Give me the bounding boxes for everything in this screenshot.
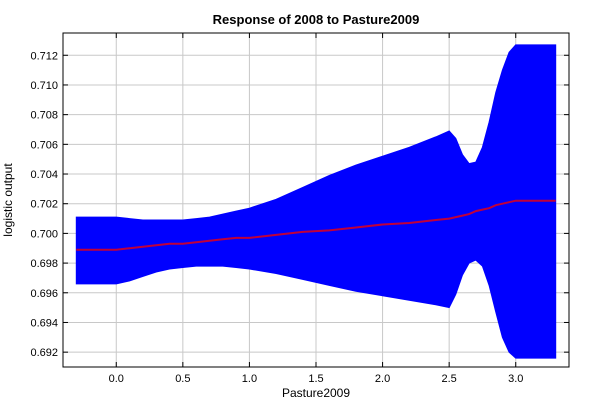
x-tick-label: 2.0 bbox=[375, 373, 390, 385]
ticks: 0.0 0.5 1.0 1.5 2.0 2.5 3.0 0.692 0.694 0.696 0.69… bbox=[30, 33, 569, 385]
y-tick-label: 0.712 bbox=[30, 50, 58, 62]
x-axis-label: Pasture2009 bbox=[282, 386, 350, 400]
y-tick-label: 0.694 bbox=[30, 317, 58, 329]
x-tick-label: 1.5 bbox=[308, 373, 323, 385]
x-tick-label: 0.5 bbox=[175, 373, 190, 385]
y-tick-label: 0.708 bbox=[30, 110, 58, 122]
response-line bbox=[76, 199, 556, 251]
y-tick-label: 0.710 bbox=[30, 80, 58, 92]
x-tick-label: 2.5 bbox=[442, 373, 457, 385]
y-tick-label: 0.692 bbox=[30, 347, 58, 359]
y-tick-label: 0.706 bbox=[30, 139, 58, 151]
y-axis-label: logistic output bbox=[1, 163, 15, 237]
y-tick-label: 0.698 bbox=[30, 258, 58, 270]
x-tick-label: 1.0 bbox=[242, 373, 257, 385]
line-layer bbox=[76, 199, 556, 251]
y-tick-label: 0.700 bbox=[30, 228, 58, 240]
y-tick-label: 0.704 bbox=[30, 169, 58, 181]
confidence-band bbox=[75, 44, 557, 359]
y-tick-label: 0.696 bbox=[30, 288, 58, 300]
x-tick-label: 0.0 bbox=[109, 373, 124, 385]
chart-title: Response of 2008 to Pasture2009 bbox=[213, 12, 420, 27]
x-tick-label: 3.0 bbox=[508, 373, 523, 385]
band-layer bbox=[75, 44, 557, 359]
y-tick-label: 0.702 bbox=[30, 199, 58, 211]
